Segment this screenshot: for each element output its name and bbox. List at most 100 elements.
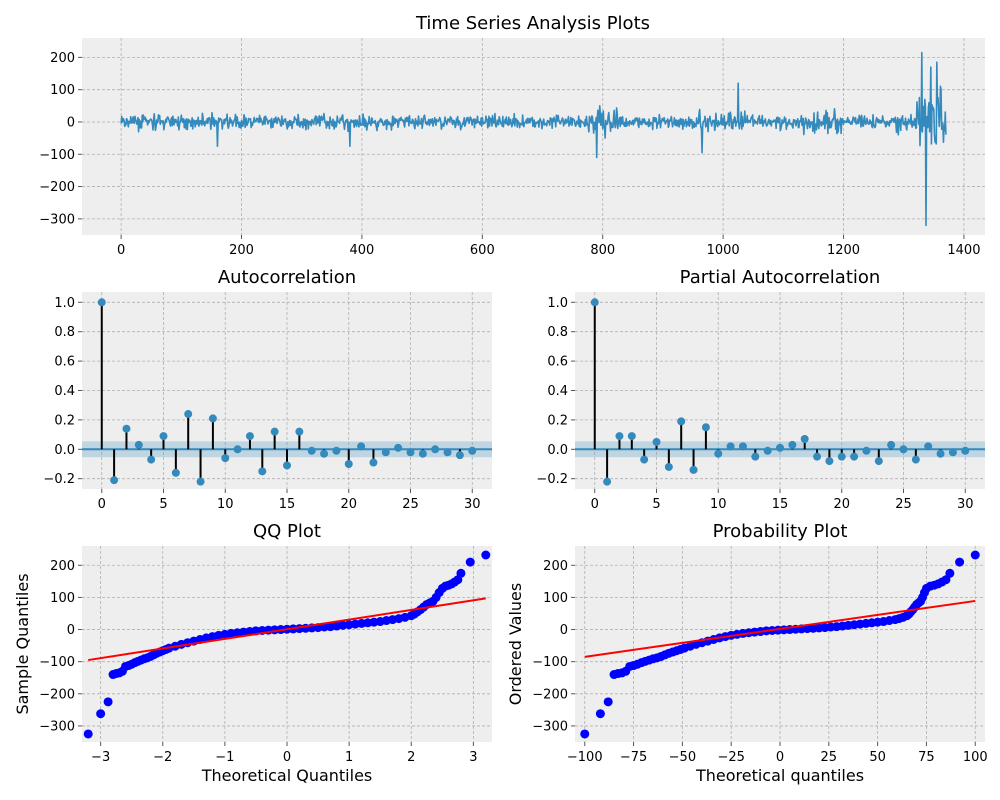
x-tick-label: 0 bbox=[776, 750, 784, 765]
partial-autocorrelation-ticks: 0 5 10 15 20 25 30 1.0 0.8 0.6 0.4 0.2 0.0 −0.2 bbox=[536, 296, 973, 512]
partial-autocorrelation-marks bbox=[575, 298, 985, 486]
qq-plot-xlabel: Theoretical Quantiles bbox=[201, 766, 373, 785]
y-tick-label: −300 bbox=[532, 719, 568, 734]
x-tick-label: 600 bbox=[470, 243, 495, 258]
stem-marker bbox=[776, 443, 784, 452]
y-tick-label: 100 bbox=[50, 591, 75, 606]
quantile-point bbox=[96, 709, 106, 719]
x-tick-label: 20 bbox=[340, 497, 357, 512]
stem-marker bbox=[208, 414, 217, 423]
stem-marker bbox=[196, 477, 205, 486]
stem-marker bbox=[813, 452, 822, 461]
stem-marker bbox=[394, 443, 403, 452]
x-tick-label: −2 bbox=[153, 750, 172, 765]
stem-marker bbox=[627, 432, 636, 441]
x-tick-label: 800 bbox=[590, 243, 615, 258]
y-tick-label: 0.6 bbox=[54, 355, 75, 370]
stem-marker bbox=[689, 465, 698, 474]
stem-marker bbox=[381, 448, 390, 457]
probability-plot-panel: −100 −75 −50 −25 0 25 50 75 100 200 100 0 −100 −200 −3… bbox=[506, 521, 988, 785]
stem-marker bbox=[233, 445, 242, 454]
x-tick-label: 20 bbox=[833, 497, 850, 512]
y-tick-label: −100 bbox=[39, 655, 75, 670]
x-tick-label: 75 bbox=[918, 750, 935, 765]
x-tick-label: 25 bbox=[821, 750, 838, 765]
partial-autocorrelation-title: Partial Autocorrelation bbox=[680, 267, 881, 288]
y-tick-label: 0.0 bbox=[54, 443, 75, 458]
stem-marker bbox=[615, 432, 624, 441]
stem-marker bbox=[320, 449, 329, 458]
y-tick-label: −0.2 bbox=[536, 472, 568, 487]
time-series-plot-area bbox=[82, 38, 985, 235]
y-tick-label: −200 bbox=[39, 687, 75, 702]
x-tick-label: 0 bbox=[283, 750, 291, 765]
stem-marker bbox=[97, 298, 106, 307]
stem-marker bbox=[590, 298, 599, 307]
x-tick-label: 25 bbox=[895, 497, 912, 512]
probability-plot-title: Probability Plot bbox=[713, 521, 848, 542]
stem-marker bbox=[270, 427, 279, 436]
qq-plot-marks bbox=[83, 550, 491, 739]
stem-marker bbox=[245, 432, 254, 441]
stem-marker bbox=[701, 423, 710, 432]
x-tick-label: −3 bbox=[91, 750, 110, 765]
y-tick-label: 0.8 bbox=[54, 325, 75, 340]
stem-marker bbox=[295, 427, 304, 436]
stem-marker bbox=[825, 457, 834, 466]
y-tick-label: 100 bbox=[543, 591, 568, 606]
partial-autocorrelation-panel: 0 5 10 15 20 25 30 1.0 0.8 0.6 0.4 0.2 0.0 −0.2 Parti… bbox=[536, 267, 985, 512]
stem-marker bbox=[763, 446, 772, 455]
quantile-point bbox=[595, 709, 605, 719]
x-tick-label: −100 bbox=[567, 750, 603, 765]
stem-marker bbox=[837, 452, 846, 461]
quantile-point bbox=[83, 729, 93, 739]
probability-plot-xlabel: Theoretical quantiles bbox=[695, 766, 864, 785]
y-tick-label: −100 bbox=[39, 148, 75, 163]
stem-marker bbox=[664, 462, 673, 471]
y-tick-label: 200 bbox=[543, 559, 568, 574]
stem-marker bbox=[455, 451, 464, 460]
quantile-point bbox=[580, 729, 590, 739]
y-tick-label: −100 bbox=[532, 655, 568, 670]
x-tick-label: 30 bbox=[464, 497, 481, 512]
probability-plot-ylabel: Ordered Values bbox=[506, 583, 525, 705]
y-tick-label: 0.8 bbox=[547, 325, 568, 340]
y-tick-label: 0.0 bbox=[547, 443, 568, 458]
quantile-point bbox=[456, 568, 466, 578]
reference-line bbox=[584, 599, 976, 658]
y-tick-label: −200 bbox=[39, 180, 75, 195]
stem-marker bbox=[677, 417, 686, 426]
x-tick-label: 30 bbox=[957, 497, 974, 512]
y-tick-label: 0.4 bbox=[54, 384, 75, 399]
stem-marker bbox=[357, 442, 366, 451]
y-tick-label: 1.0 bbox=[54, 296, 75, 311]
x-tick-label: 400 bbox=[350, 243, 375, 258]
quantile-point bbox=[955, 557, 965, 567]
x-tick-label: 1400 bbox=[947, 243, 980, 258]
x-tick-label: 10 bbox=[710, 497, 727, 512]
x-tick-label: −1 bbox=[215, 750, 234, 765]
stem-marker bbox=[961, 446, 970, 455]
stem-marker bbox=[110, 476, 119, 485]
qq-plot-ticks: −3 −2 −1 0 1 2 3 200 100 0 −100 −200 −300 bbox=[39, 559, 477, 765]
y-tick-label: 0.6 bbox=[547, 355, 568, 370]
time-series-ticks: 0 200 400 600 800 1000 1200 14002001000−100−200… bbox=[39, 51, 980, 258]
stem-marker bbox=[640, 455, 649, 464]
stem-marker bbox=[431, 445, 440, 454]
stem-marker bbox=[134, 440, 143, 449]
stem-marker bbox=[850, 452, 859, 461]
stem-marker bbox=[948, 448, 957, 457]
y-tick-label: −300 bbox=[39, 719, 75, 734]
stem-marker bbox=[924, 442, 933, 451]
qq-plot-ylabel: Sample Quantiles bbox=[13, 573, 32, 714]
quantile-point bbox=[103, 697, 113, 707]
stem-marker bbox=[147, 455, 156, 464]
x-tick-label: 200 bbox=[229, 243, 254, 258]
stem-marker bbox=[122, 424, 131, 433]
time-series-marks bbox=[120, 51, 947, 227]
autocorrelation-panel: 0 5 10 15 20 25 30 1.0 0.8 0.6 0.4 0.2 0.0 −0.2 Autoc… bbox=[43, 267, 492, 512]
x-tick-label: 0 bbox=[591, 497, 599, 512]
x-tick-label: 1 bbox=[345, 750, 353, 765]
stem-marker bbox=[862, 446, 871, 455]
